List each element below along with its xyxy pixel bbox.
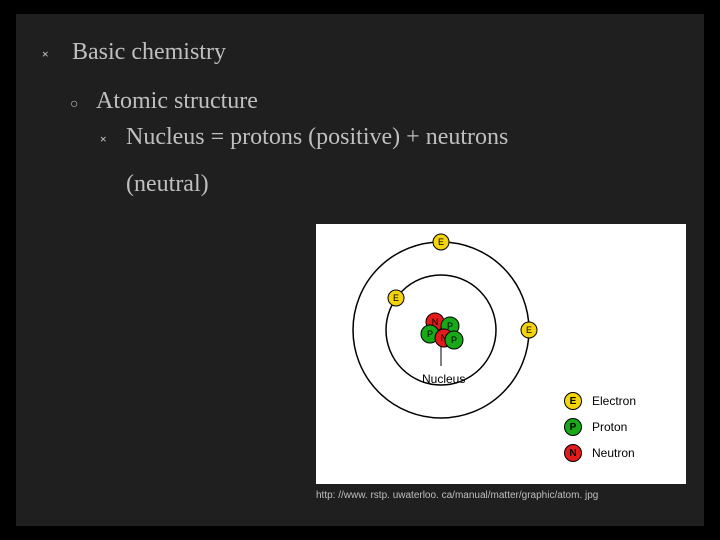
slide-panel: ༝ Basic chemistry ○ Atomic structure ༝ N…	[16, 14, 704, 526]
line1-text: Basic chemistry	[72, 39, 226, 66]
svg-text:P: P	[427, 329, 433, 339]
atom-diagram: NPPNPEEE Nucleus EElectronPProtonNNeutro…	[316, 224, 686, 484]
svg-text:E: E	[526, 325, 532, 335]
legend-swatch-icon: E	[564, 392, 582, 410]
line4-text: (neutral)	[42, 171, 702, 198]
atom-svg: NPPNPEEE	[326, 230, 556, 430]
legend-label: Proton	[592, 420, 627, 434]
swirl-icon: ༝	[42, 119, 126, 169]
bullet-level2: ○ Atomic structure	[42, 88, 702, 115]
svg-text:E: E	[438, 237, 444, 247]
legend-swatch-icon: N	[564, 444, 582, 462]
legend-label: Neutron	[592, 446, 635, 460]
slide-content: ༝ Basic chemistry ○ Atomic structure ༝ N…	[42, 34, 702, 198]
nucleus-label: Nucleus	[422, 372, 465, 386]
line2-text: Atomic structure	[96, 88, 258, 115]
atom-legend: E Electron P Proton N Neutron	[564, 392, 636, 470]
svg-text:P: P	[451, 335, 457, 345]
legend-swatch-icon: P	[564, 418, 582, 436]
swirl-icon: ༝	[42, 34, 72, 84]
legend-row: P Proton	[564, 418, 636, 436]
legend-row: N Neutron	[564, 444, 636, 462]
svg-text:E: E	[393, 293, 399, 303]
legend-row: E Electron	[564, 392, 636, 410]
bullet-level3: ༝ Nucleus = protons (positive) + neutron…	[42, 119, 702, 169]
image-citation: http: //www. rstp. uwaterloo. ca/manual/…	[316, 490, 686, 501]
bullet-level1: ༝ Basic chemistry	[42, 34, 702, 84]
legend-label: Electron	[592, 394, 636, 408]
line3-text: Nucleus = protons (positive) + neutrons	[126, 124, 508, 151]
circle-bullet-icon: ○	[42, 97, 96, 113]
